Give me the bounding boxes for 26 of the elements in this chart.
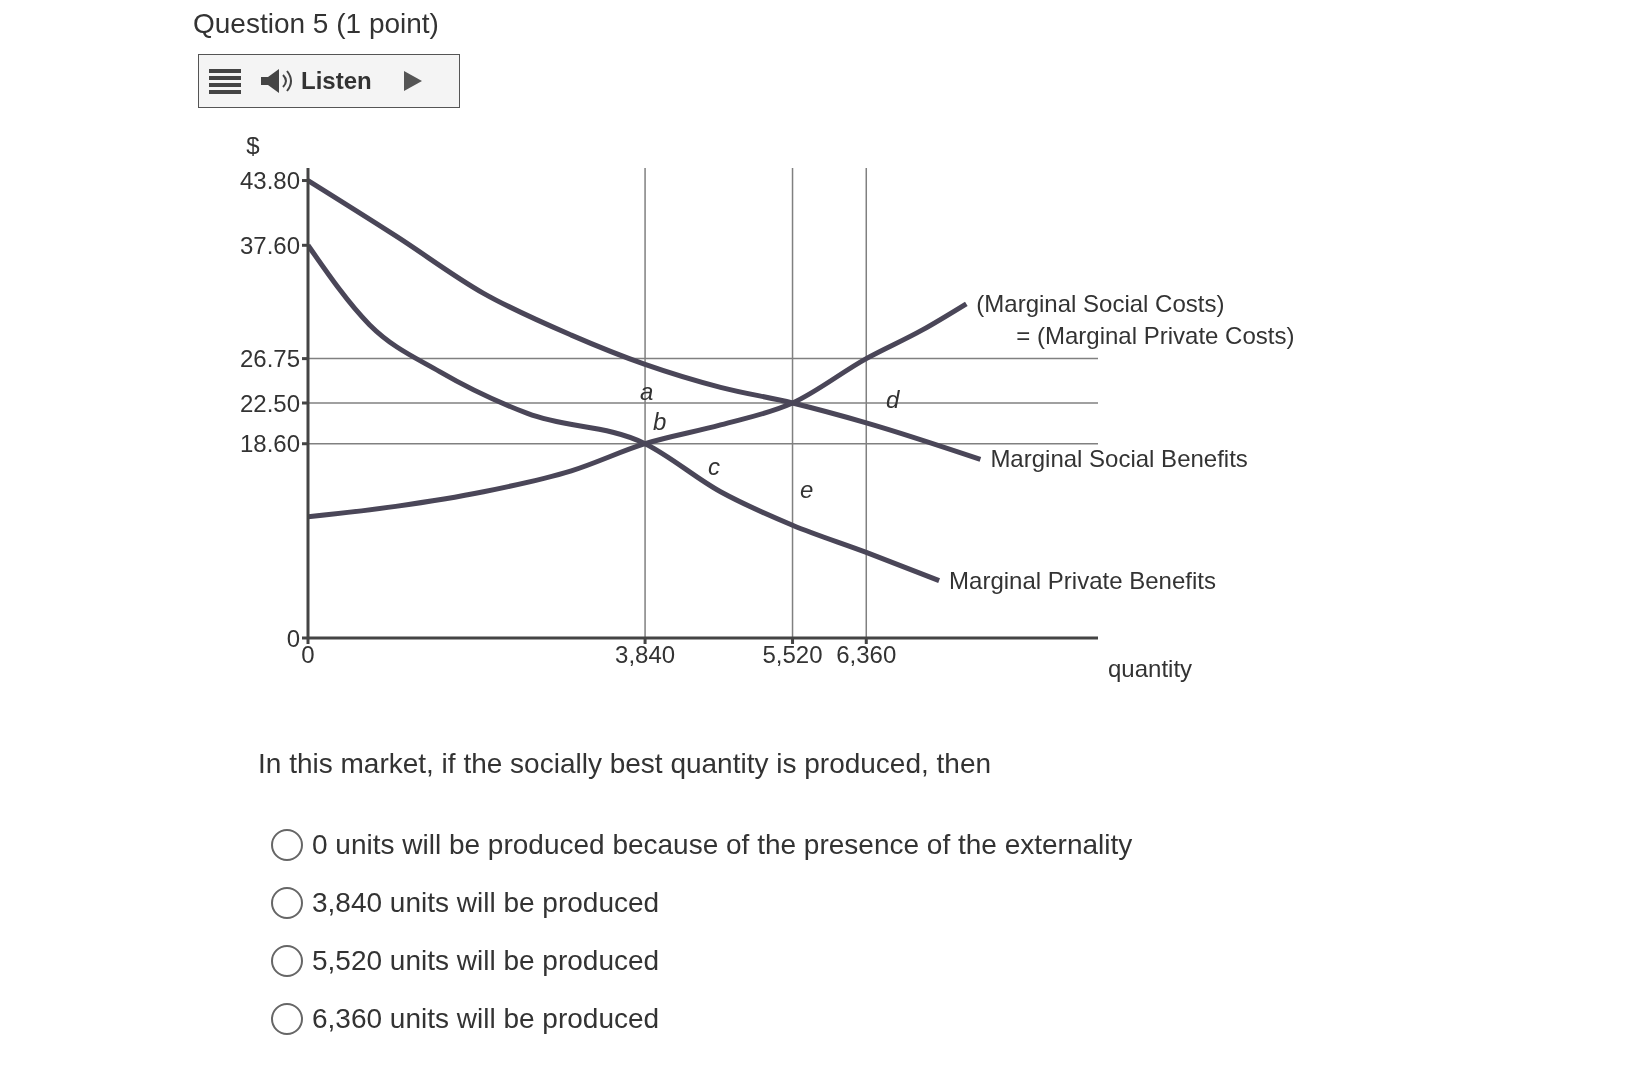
x-tick-label: 3,840: [615, 641, 676, 669]
x-axis-title: quantity: [1108, 654, 1193, 682]
chart-title: Question 5 (1 point): [193, 8, 439, 40]
annotation: e: [800, 476, 814, 504]
text: 6,360 units will be produced: [312, 1003, 660, 1035]
annotation: c: [708, 453, 720, 481]
y-axis-title: $: [246, 132, 260, 159]
annotation: d: [886, 386, 900, 414]
series-label: Marginal Private Benefits: [949, 566, 1216, 594]
text: 0 units will be produced because of the presence of the externality: [312, 829, 1133, 861]
toolbar: Listen: [198, 54, 460, 108]
x-tick-label: 5,520: [762, 641, 823, 669]
series-label: Marginal Social Benefits: [990, 445, 1248, 473]
y-tick-label: 18.60: [239, 430, 300, 458]
text: 5,520 units will be produced: [312, 945, 660, 977]
text: 3,840 units will be produced: [312, 887, 660, 919]
text: In this market, if the socially best quantity is produced, then: [258, 748, 992, 780]
y-tick-label: 0: [286, 624, 300, 652]
series-label: (Marginal Social Costs) = (Marginal Private Costs): [976, 289, 1295, 349]
y-tick-label: 26.75: [239, 345, 300, 373]
y-tick-label: 37.60: [239, 231, 300, 259]
y-tick-label: 43.80: [239, 167, 300, 195]
x-tick-label: 6,360: [836, 641, 897, 669]
y-tick-label: 22.50: [239, 389, 300, 417]
annotation: b: [653, 408, 667, 436]
annotation: a: [640, 378, 654, 406]
